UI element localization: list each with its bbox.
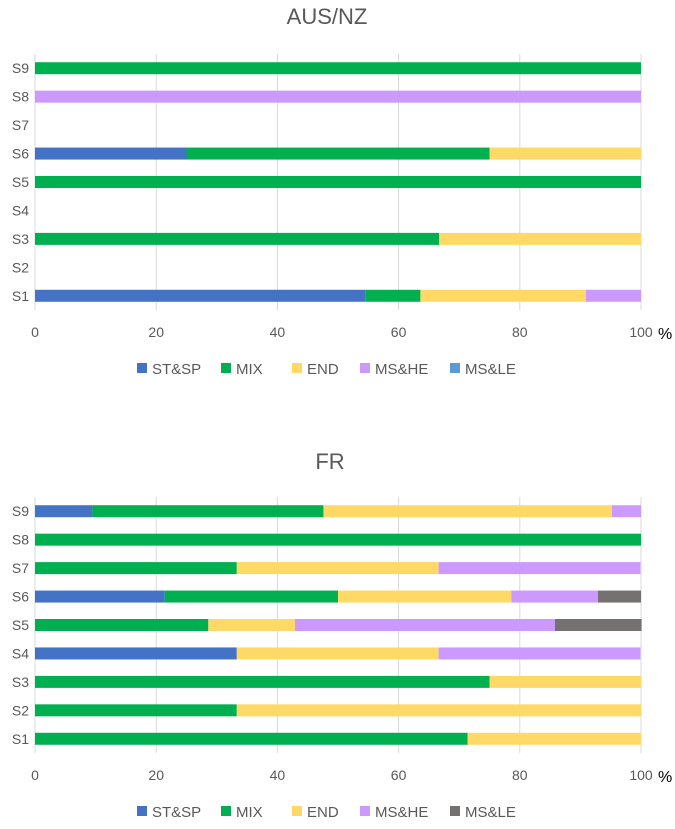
bar-s5-mix [35,176,641,188]
bar-s8-mix [35,533,641,546]
bar-s5-end [208,619,295,631]
bar-s8-ms-he [35,90,641,103]
legend-swatch-ms-he [360,363,370,373]
bar-s4-ms-he [438,647,641,660]
category-label: S3 [12,231,29,247]
category-label: S6 [12,589,29,605]
bar-s2-end [236,704,641,717]
bar-s3-end [439,232,641,245]
legend-label-mix: MIX [236,804,263,821]
category-label: S2 [12,259,29,275]
x-tick-label: 20 [148,767,164,783]
category-label: S7 [12,117,29,133]
legend-label-ms-le: MS&LE [465,804,516,821]
bar-s4-end [236,647,439,660]
legend-swatch-ms-le [450,806,460,816]
chart-fr: FR S1 S2 S3 S4 S5 S6 S7 S8 S9 0 20 40 60 80 100 % ST&SP M… [12,449,672,821]
bar-s5-ms-he [294,619,555,631]
legend-label-mix: MIX [236,361,263,378]
category-label: S9 [12,503,29,519]
legend-label-ms-he: MS&HE [375,361,428,378]
bar-s3-end [489,675,641,688]
bar-s2-mix [35,704,237,717]
bar-s6-mix [164,590,338,603]
axis-unit-label: % [658,326,672,343]
x-tick-label: 0 [31,324,39,340]
bar-s6-st-sp [35,147,187,160]
bar-s1-end [420,289,586,302]
legend-swatch-st-sp [137,806,147,816]
legend: ST&SP MIX END MS&HE MS&LE [137,804,516,821]
x-tick-label: 80 [512,324,528,340]
x-tick-label: 20 [148,324,164,340]
x-tick-label: 100 [629,324,653,340]
bar-s7-mix [35,562,237,575]
legend: ST&SP MIX END MS&HE MS&LE [137,361,516,378]
category-label: S5 [12,174,29,190]
bar-s9-ms-he [611,505,641,518]
bar-s1-st-sp [35,289,366,302]
legend-label-end: END [307,804,339,821]
bar-s5-ms-le [554,619,642,631]
legend-swatch-end [292,363,302,373]
bar-s1-end [467,732,641,745]
bar-s3-mix [35,675,490,688]
category-label: S4 [12,202,29,218]
legend-swatch-st-sp [137,363,147,373]
bar-s6-ms-he [511,590,598,603]
x-tick-label: 80 [512,767,528,783]
category-label: S8 [12,532,29,548]
bar-s6-end [489,147,641,160]
category-label: S9 [12,60,29,76]
x-tick-label: 100 [629,767,653,783]
bar-s7-end [236,562,439,575]
axis-unit-label: % [658,769,672,786]
x-tick-label: 40 [270,324,286,340]
legend-swatch-ms-le [450,363,460,373]
bar-s9-mix [35,62,641,75]
bar-s9-mix [92,505,324,518]
x-tick-label: 40 [270,767,286,783]
legend-swatch-end [292,806,302,816]
bar-s6-st-sp [35,590,165,603]
x-tick-label: 60 [391,324,407,340]
bar-s7-ms-he [438,562,641,575]
category-label: S8 [12,89,29,105]
legend-label-st-sp: ST&SP [152,361,201,378]
category-label: S6 [12,146,29,162]
category-label: S7 [12,560,29,576]
legend-swatch-mix [221,363,231,373]
bar-s1-ms-he [585,289,641,302]
bar-s9-end [323,505,612,518]
category-label: S4 [12,645,29,661]
bar-s4-st-sp [35,647,237,660]
chart-title: AUS/NZ [287,4,368,29]
x-tick-label: 0 [31,767,39,783]
chart-title: FR [315,449,344,474]
legend-swatch-ms-he [360,806,370,816]
category-label: S1 [12,288,29,304]
legend-label-end: END [307,361,339,378]
x-tick-label: 60 [391,767,407,783]
legend-label-ms-le: MS&LE [465,361,516,378]
bar-s6-end [338,590,512,603]
category-label: S1 [12,731,29,747]
legend-label-ms-he: MS&HE [375,804,428,821]
bar-s9-st-sp [35,505,93,518]
legend-swatch-mix [221,806,231,816]
bar-s5-mix [35,619,209,631]
bar-s1-mix [365,289,421,302]
bars [35,505,642,745]
bar-s3-mix [35,232,440,245]
category-label: S3 [12,674,29,690]
bar-s1-mix [35,732,468,745]
bars [35,62,641,302]
category-label: S2 [12,702,29,718]
category-label: S5 [12,617,29,633]
legend-label-st-sp: ST&SP [152,804,201,821]
chart-aus-nz: AUS/NZ S1 S2 S3 S4 S5 S6 S7 S8 S9 0 20 40 60 80 100 % ST… [12,4,672,378]
bar-s6-mix [186,147,490,160]
bar-s6-ms-le [597,590,641,603]
